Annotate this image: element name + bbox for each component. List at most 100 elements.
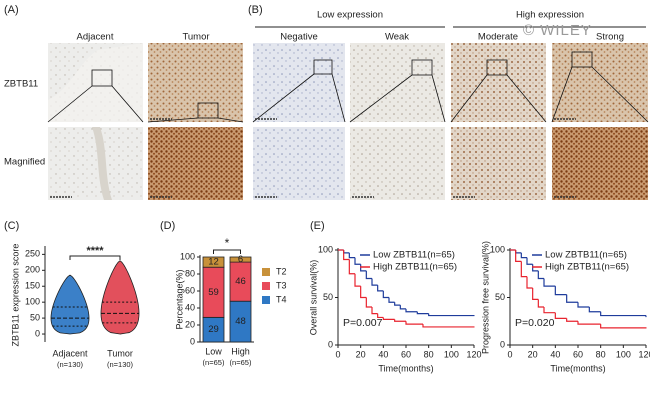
survival-step — [394, 302, 401, 306]
y-axis-title: ZBTB11 expression score — [10, 244, 20, 347]
survival-step — [399, 305, 406, 310]
survival-step — [365, 270, 372, 280]
survival-step — [566, 318, 578, 322]
legend-label: High ZBTB11(n=65) — [545, 262, 629, 273]
survival-step — [343, 250, 350, 261]
y-tick-label: 250 — [25, 249, 40, 259]
x-tick-label: 80 — [596, 349, 606, 359]
legend-swatch — [262, 282, 270, 290]
group-title: Low expression — [317, 10, 383, 21]
y-tick-label: 50 — [495, 292, 505, 302]
violin — [100, 260, 140, 335]
legend-label: T2 — [276, 266, 287, 276]
panel-label: (E) — [310, 220, 325, 232]
y-tick-label: 100 — [25, 297, 40, 307]
significance: * — [225, 236, 230, 250]
zoom-guides — [47, 51, 649, 198]
survival-step — [422, 324, 474, 328]
survival-step — [371, 307, 378, 315]
column-title: Tumor — [182, 32, 209, 43]
survival-step — [382, 290, 389, 299]
survival-step — [537, 299, 544, 308]
y-tick-label: 60 — [185, 285, 195, 295]
significance-bracket — [69, 255, 121, 260]
x-tick-label: 40 — [550, 349, 560, 359]
x-tick-note: (n=130) — [57, 360, 84, 369]
survival-step — [377, 313, 384, 319]
column-title: Moderate — [478, 32, 518, 43]
row-title: Magnified — [4, 157, 45, 168]
survival-step — [520, 252, 527, 259]
survival-step — [577, 321, 601, 325]
survival-step — [377, 285, 384, 292]
survival-step — [428, 313, 474, 317]
data-label: 12 — [208, 257, 219, 268]
y-tick-label: 200 — [25, 265, 40, 275]
x-tick-label: 40 — [378, 349, 388, 359]
column-title: Negative — [280, 32, 318, 43]
survival-step — [365, 297, 372, 308]
x-tick-label: 120 — [638, 349, 650, 359]
bar-segment — [202, 256, 225, 268]
y-tick-label: 0 — [35, 328, 40, 338]
survival-step — [515, 250, 522, 262]
y-tick-label: 100 — [180, 251, 195, 261]
column-title: Adjacent — [77, 32, 114, 43]
significance-bracket — [213, 249, 241, 254]
survival-step — [526, 257, 533, 265]
legend-label: T4 — [276, 294, 287, 304]
panel-label: (A) — [4, 4, 19, 16]
y-axis-title: Overall survival(%) — [308, 260, 318, 336]
survival-step — [577, 302, 590, 308]
survival-step — [515, 250, 522, 254]
survival-step — [554, 286, 567, 296]
x-tick-label: 120 — [466, 349, 481, 359]
y-tick-label: 100 — [318, 244, 333, 254]
survival-step — [354, 273, 361, 287]
survival-step — [566, 294, 578, 303]
y-tick-label: 100 — [490, 244, 505, 254]
column-title: Weak — [385, 32, 409, 43]
survival-step — [394, 319, 406, 322]
survival-step — [543, 307, 556, 314]
y-tick-label: 40 — [185, 302, 195, 312]
p-value: P=0.020 — [515, 317, 555, 329]
x-tick-label: 0 — [335, 349, 340, 359]
survival-step — [526, 276, 533, 289]
survival-step — [520, 261, 527, 278]
bar-segment — [229, 256, 252, 263]
x-tick-label: 60 — [573, 349, 583, 359]
survival-step — [371, 278, 378, 286]
group-title: High expression — [516, 10, 584, 21]
x-tick-note: (n=130) — [107, 360, 134, 369]
survival-step — [537, 270, 544, 280]
row-title: ZBTB11 — [4, 79, 38, 90]
survival-step — [348, 259, 355, 275]
survival-step — [382, 317, 395, 320]
x-tick-label: Adjacent — [52, 348, 88, 358]
survival-step — [360, 286, 367, 299]
survival-step — [543, 278, 556, 287]
x-tick-label: High — [231, 346, 250, 356]
survival-step — [600, 324, 646, 329]
data-label: 29 — [208, 324, 219, 335]
survival-step — [348, 252, 355, 259]
x-axis-title: Time(months) — [378, 363, 433, 373]
data-label: 59 — [208, 287, 219, 298]
legend-label: T3 — [276, 280, 287, 290]
x-tick-label: 60 — [401, 349, 411, 359]
data-label: 6 — [238, 254, 243, 265]
x-tick-label: Tumor — [107, 348, 133, 358]
y-tick-label: 80 — [185, 268, 195, 278]
survival-step — [416, 311, 429, 315]
panel-label: (B) — [248, 4, 263, 16]
x-tick-label: 100 — [616, 349, 631, 359]
survival-step — [532, 288, 539, 300]
legend-swatch — [262, 296, 270, 304]
survival-step — [343, 250, 350, 254]
y-tick-label: 0 — [328, 339, 333, 349]
y-axis-title: Progression free survival(%) — [480, 241, 490, 354]
survival-step — [354, 257, 361, 265]
y-tick-label: 50 — [323, 292, 333, 302]
legend-label: Low ZBTB11(n=65) — [373, 250, 455, 261]
